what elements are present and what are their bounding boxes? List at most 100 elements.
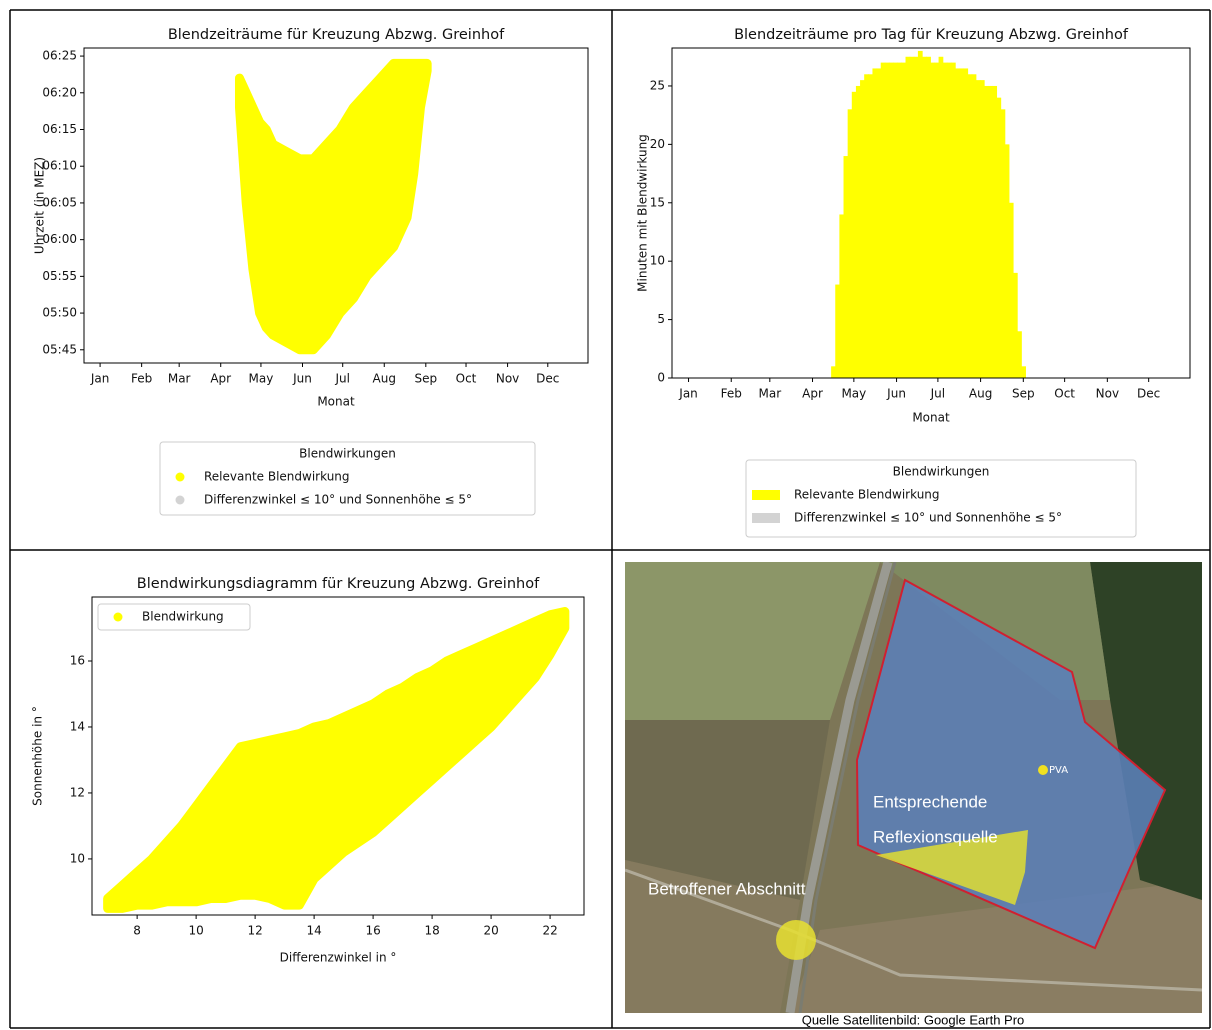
y-tick-label: 06:05 — [42, 195, 77, 209]
x-tick-label: 8 — [133, 924, 141, 938]
y-tick-label: 14 — [70, 719, 85, 733]
bar — [885, 63, 890, 378]
bar — [926, 57, 931, 378]
x-axis-label: Differenzwinkel in ° — [280, 951, 397, 965]
page: Entsprechende Reflexionsquelle Betroffen… — [0, 0, 1212, 1030]
x-tick-label: Oct — [1054, 387, 1075, 401]
x-tick-label: Mar — [168, 372, 191, 386]
bar — [868, 74, 873, 378]
legend-label: Relevante Blendwirkung — [204, 470, 350, 484]
x-tick-label: 10 — [188, 924, 203, 938]
x-tick-label: Nov — [1096, 387, 1119, 401]
bar — [848, 109, 853, 378]
bar — [1009, 203, 1014, 378]
x-axis-label: Monat — [317, 395, 355, 409]
y-tick-label: 12 — [70, 785, 85, 799]
chart-title: Blendwirkungsdiagramm für Kreuzung Abzwg… — [137, 576, 540, 592]
y-tick-label: 25 — [650, 78, 665, 92]
bar — [963, 68, 968, 378]
bar — [897, 63, 902, 378]
x-tick-label: 18 — [424, 924, 439, 938]
legend-title: Blendwirkungen — [893, 465, 990, 479]
x-tick-label: Feb — [131, 372, 152, 386]
bar — [996, 98, 1001, 378]
bar — [968, 74, 973, 378]
bar — [910, 57, 915, 378]
chart-title: Blendzeiträume für Kreuzung Abzwg. Grein… — [168, 27, 505, 43]
bar — [972, 74, 977, 378]
x-tick-label: Sep — [1012, 387, 1035, 401]
scatter-cloud — [108, 612, 565, 909]
bar — [914, 57, 919, 378]
bar — [930, 63, 935, 378]
legend-title: Blendwirkungen — [299, 447, 396, 461]
y-tick-label: 10 — [70, 851, 85, 865]
bar — [984, 86, 989, 378]
x-tick-label: Jul — [930, 387, 945, 401]
legend-marker — [752, 490, 780, 500]
x-tick-label: Apr — [210, 372, 231, 386]
x-tick-label: Jan — [90, 372, 110, 386]
y-tick-label: 06:15 — [42, 122, 77, 136]
bar — [976, 80, 981, 378]
satellite-map: Entsprechende Reflexionsquelle Betroffen… — [625, 562, 1202, 1013]
bar — [877, 68, 882, 378]
figure: Entsprechende Reflexionsquelle Betroffen… — [0, 0, 1212, 1030]
bar — [959, 68, 964, 378]
legend-marker — [176, 496, 185, 505]
y-tick-label: 5 — [657, 312, 665, 326]
map-caption: Quelle Satellitenbild: Google Earth Pro — [802, 1012, 1025, 1027]
y-tick-label: 20 — [650, 137, 665, 151]
bar — [872, 68, 877, 378]
bar — [922, 57, 927, 378]
bar — [1005, 144, 1010, 378]
x-tick-label: 16 — [365, 924, 380, 938]
bar — [951, 63, 956, 378]
y-tick-label: 05:45 — [42, 342, 77, 356]
bar — [918, 51, 923, 378]
y-axis-label: Minuten mit Blendwirkung — [636, 134, 650, 292]
bar — [901, 63, 906, 378]
y-tick-label: 06:10 — [42, 159, 77, 173]
x-tick-label: May — [841, 387, 866, 401]
legend-label: Differenzwinkel ≤ 10° und Sonnenhöhe ≤ 5… — [204, 493, 472, 507]
y-tick-label: 16 — [70, 653, 85, 667]
bar — [992, 86, 997, 378]
legend-marker — [176, 473, 185, 482]
x-tick-label: Nov — [496, 372, 519, 386]
x-tick-label: 12 — [247, 924, 262, 938]
bar — [852, 92, 857, 378]
y-tick-label: 15 — [650, 195, 665, 209]
y-tick-label: 05:55 — [42, 269, 77, 283]
bar — [844, 156, 849, 378]
bar — [860, 80, 865, 378]
y-tick-label: 06:25 — [42, 49, 77, 63]
x-tick-label: Aug — [969, 387, 992, 401]
map-label: Betroffener Abschnitt — [648, 879, 806, 898]
bar — [934, 63, 939, 378]
x-tick-label: Aug — [373, 372, 396, 386]
bar — [839, 214, 844, 378]
bar — [980, 80, 985, 378]
x-axis-label: Monat — [912, 411, 950, 425]
x-tick-label: Jun — [292, 372, 312, 386]
map-label: Entsprechende — [873, 792, 987, 811]
chart-title: Blendzeiträume pro Tag für Kreuzung Abzw… — [734, 27, 1129, 43]
bar — [831, 366, 836, 378]
x-tick-label: Jan — [678, 387, 698, 401]
bar — [988, 86, 993, 378]
bar — [1013, 273, 1018, 378]
legend-label: Blendwirkung — [142, 610, 224, 624]
x-tick-label: Sep — [414, 372, 437, 386]
y-tick-label: 06:20 — [42, 85, 77, 99]
bar — [835, 285, 840, 378]
y-tick-label: 0 — [657, 371, 665, 385]
bar — [893, 63, 898, 378]
bar — [943, 63, 948, 378]
bar — [864, 74, 869, 378]
bar — [955, 68, 960, 378]
bar — [881, 63, 886, 378]
legend-label: Differenzwinkel ≤ 10° und Sonnenhöhe ≤ 5… — [794, 511, 1062, 525]
x-tick-label: May — [249, 372, 274, 386]
y-tick-label: 05:50 — [42, 306, 77, 320]
